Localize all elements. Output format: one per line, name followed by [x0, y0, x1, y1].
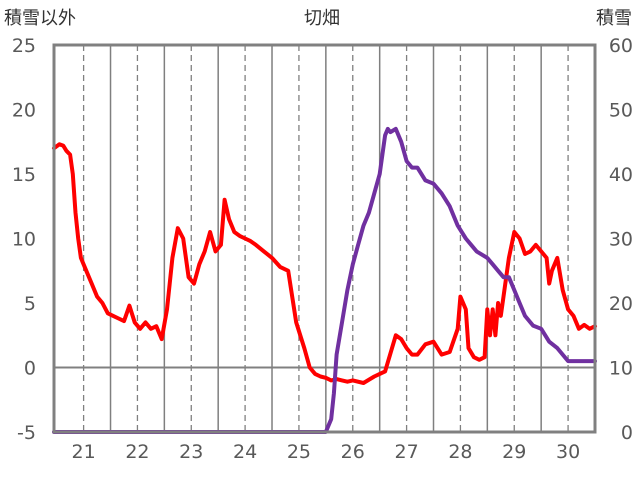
right-tick-label: 0	[621, 422, 633, 444]
right-tick-label: 10	[609, 358, 633, 380]
right-tick-label: 30	[609, 229, 633, 251]
right-tick-label: 20	[609, 293, 633, 315]
left-tick-label: 20	[12, 100, 36, 122]
left-tick-label: 25	[12, 35, 36, 57]
series-layer	[52, 126, 597, 434]
x-tick-label: 27	[394, 441, 418, 463]
right-tick-label: 40	[609, 164, 633, 186]
right-tick-label: 50	[609, 100, 633, 122]
right-axis-ticks: 60 50 40 30 20 10 0	[609, 35, 633, 444]
x-tick-label: 24	[233, 441, 257, 463]
left-axis-title: 積雪以外	[4, 8, 76, 29]
x-tick-label: 29	[502, 441, 526, 463]
left-tick-label: 10	[12, 229, 36, 251]
x-tick-label: 28	[448, 441, 472, 463]
x-tick-label: 25	[287, 441, 311, 463]
x-tick-label: 22	[125, 441, 149, 463]
left-tick-label: -5	[17, 422, 36, 444]
chart-title: 切畑	[304, 8, 340, 29]
left-tick-label: 5	[24, 293, 36, 315]
right-tick-label: 60	[609, 35, 633, 57]
purple-series-line	[52, 126, 597, 434]
left-axis-ticks: 25 20 15 10 5 0 -5	[12, 35, 36, 444]
plot-frame	[52, 43, 597, 434]
x-tick-label: 23	[179, 441, 203, 463]
x-axis-ticks: 21 22 23 24 25 26 27 28 29 30	[72, 441, 581, 463]
x-tick-label: 21	[72, 441, 96, 463]
x-tick-label: 26	[341, 441, 365, 463]
left-tick-label: 15	[12, 164, 36, 186]
red-series-line	[52, 142, 597, 385]
left-tick-label: 0	[24, 358, 36, 380]
grid-lines	[54, 45, 595, 432]
right-axis-title: 積雪	[596, 8, 632, 29]
x-tick-label: 30	[556, 441, 580, 463]
